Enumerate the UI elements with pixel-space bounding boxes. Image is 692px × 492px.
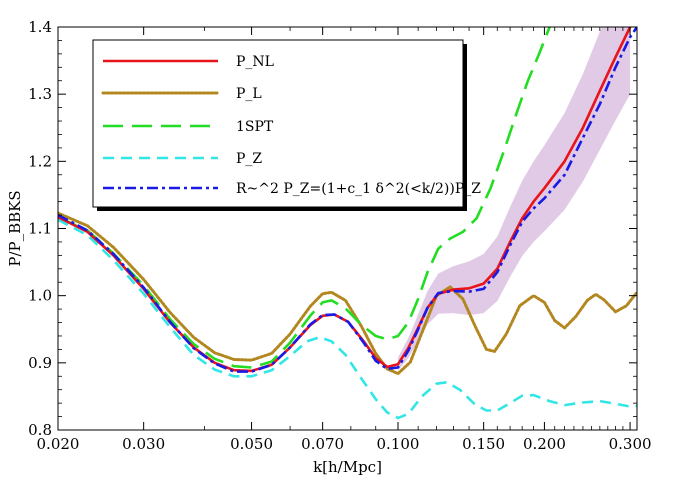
series-line-2 <box>58 27 551 369</box>
series-line-3 <box>58 218 637 420</box>
y-axis-label: P/P_BBKS <box>6 190 24 266</box>
y-tick-label: 1.4 <box>28 18 52 36</box>
y-tick-label: 1.1 <box>28 220 52 238</box>
y-tick-label: 1.3 <box>28 85 52 103</box>
legend-label-4: R~^2 P_Z=(1+c_1 δ^2(<k/2))P_Z <box>236 181 481 197</box>
legend-label-0: P_NL <box>236 54 274 70</box>
legend-box <box>92 39 464 208</box>
legend-label-2: 1SPT <box>236 119 274 135</box>
x-tick-label: 0.100 <box>377 435 420 453</box>
y-tick-label: 0.9 <box>28 354 52 372</box>
x-tick-label: 0.030 <box>122 435 165 453</box>
y-tick-label: 1.2 <box>28 152 52 170</box>
x-tick-label: 0.200 <box>523 435 566 453</box>
x-tick-label: 0.150 <box>462 435 505 453</box>
error-band <box>398 27 631 371</box>
x-tick-label: 0.070 <box>301 435 344 453</box>
x-tick-label: 0.050 <box>230 435 273 453</box>
series-line-1 <box>58 211 637 376</box>
legend-label-1: P_L <box>236 86 262 102</box>
y-tick-label: 0.8 <box>28 421 52 439</box>
x-axis-label: k[h/Mpc] <box>313 458 382 476</box>
x-tick-label: 0.020 <box>37 435 80 453</box>
x-tick-label: 0.300 <box>609 435 652 453</box>
series-line-4 <box>58 27 637 373</box>
y-tick-label: 1.0 <box>28 287 52 305</box>
legend-label-3: P_Z <box>236 151 262 167</box>
